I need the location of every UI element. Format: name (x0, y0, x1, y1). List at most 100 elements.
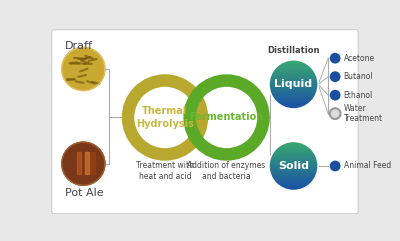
Polygon shape (269, 68, 318, 69)
Polygon shape (269, 177, 318, 178)
Polygon shape (269, 176, 318, 177)
Polygon shape (269, 145, 318, 146)
Bar (85, 152, 89, 174)
Polygon shape (269, 183, 318, 184)
Polygon shape (269, 75, 318, 76)
Polygon shape (269, 61, 318, 62)
Polygon shape (269, 188, 318, 189)
Polygon shape (269, 143, 318, 144)
Polygon shape (269, 152, 318, 153)
Polygon shape (269, 82, 318, 83)
Polygon shape (269, 172, 318, 173)
Polygon shape (269, 63, 318, 64)
Bar (77, 152, 81, 174)
Polygon shape (269, 76, 318, 77)
Polygon shape (269, 162, 318, 163)
Polygon shape (269, 173, 318, 174)
Polygon shape (269, 154, 318, 155)
Polygon shape (269, 164, 318, 165)
Polygon shape (269, 169, 318, 170)
Polygon shape (269, 87, 318, 88)
Polygon shape (269, 158, 318, 159)
Circle shape (330, 161, 340, 171)
Polygon shape (269, 161, 318, 162)
Polygon shape (269, 180, 318, 181)
Polygon shape (269, 148, 318, 149)
Polygon shape (269, 186, 318, 187)
Polygon shape (269, 151, 318, 152)
Circle shape (330, 53, 340, 64)
Polygon shape (269, 170, 318, 171)
Polygon shape (269, 73, 318, 74)
Bar (91, 152, 95, 174)
Circle shape (330, 71, 340, 82)
Polygon shape (269, 74, 318, 75)
Polygon shape (269, 80, 318, 81)
Polygon shape (269, 91, 318, 92)
Polygon shape (269, 185, 318, 186)
Polygon shape (269, 181, 318, 182)
Polygon shape (269, 146, 318, 147)
Polygon shape (269, 168, 318, 169)
Polygon shape (269, 79, 318, 80)
Polygon shape (269, 108, 318, 109)
Polygon shape (269, 67, 318, 68)
Polygon shape (269, 88, 318, 89)
FancyBboxPatch shape (52, 30, 358, 214)
Polygon shape (269, 99, 318, 100)
Polygon shape (269, 105, 318, 106)
Polygon shape (269, 100, 318, 101)
Polygon shape (269, 97, 318, 98)
Polygon shape (269, 106, 318, 107)
Polygon shape (269, 77, 318, 78)
Polygon shape (269, 69, 318, 70)
Text: Liquid: Liquid (274, 79, 313, 89)
Text: Water
Treatment: Water Treatment (344, 104, 383, 123)
Polygon shape (269, 155, 318, 156)
Circle shape (62, 47, 105, 91)
Text: Distillation: Distillation (267, 46, 320, 55)
Polygon shape (269, 93, 318, 94)
Polygon shape (269, 66, 318, 67)
Polygon shape (269, 98, 318, 99)
Polygon shape (269, 167, 318, 168)
Text: Pot Ale: Pot Ale (65, 188, 104, 198)
Polygon shape (269, 142, 318, 143)
Text: Thermal
Hydrolysis: Thermal Hydrolysis (136, 106, 194, 129)
Circle shape (330, 90, 340, 100)
Text: Addition of enzymes
and bacteria: Addition of enzymes and bacteria (188, 161, 266, 181)
Polygon shape (269, 92, 318, 93)
Polygon shape (269, 163, 318, 164)
Polygon shape (269, 179, 318, 180)
Polygon shape (269, 78, 318, 79)
Polygon shape (269, 104, 318, 105)
Polygon shape (269, 95, 318, 96)
Text: Butanol: Butanol (344, 72, 373, 81)
Polygon shape (269, 72, 318, 73)
Polygon shape (269, 101, 318, 102)
Polygon shape (269, 184, 318, 185)
Text: Animal Feed: Animal Feed (344, 161, 391, 170)
Polygon shape (269, 141, 318, 142)
Polygon shape (269, 70, 318, 71)
Polygon shape (269, 102, 318, 103)
Polygon shape (269, 96, 318, 97)
Text: Ethanol: Ethanol (344, 91, 373, 100)
Polygon shape (269, 86, 318, 87)
Text: Fermentation: Fermentation (190, 113, 264, 122)
Polygon shape (269, 190, 318, 191)
Polygon shape (269, 81, 318, 82)
Polygon shape (269, 107, 318, 108)
Polygon shape (269, 144, 318, 145)
Polygon shape (269, 174, 318, 175)
Text: Treatment with
heat and acid: Treatment with heat and acid (136, 161, 194, 181)
Polygon shape (269, 153, 318, 154)
Polygon shape (269, 94, 318, 95)
Text: Solid: Solid (278, 161, 309, 171)
Polygon shape (269, 166, 318, 167)
Polygon shape (269, 65, 318, 66)
Text: Draff: Draff (65, 41, 93, 51)
Polygon shape (269, 189, 318, 190)
Polygon shape (269, 149, 318, 150)
Polygon shape (269, 103, 318, 104)
